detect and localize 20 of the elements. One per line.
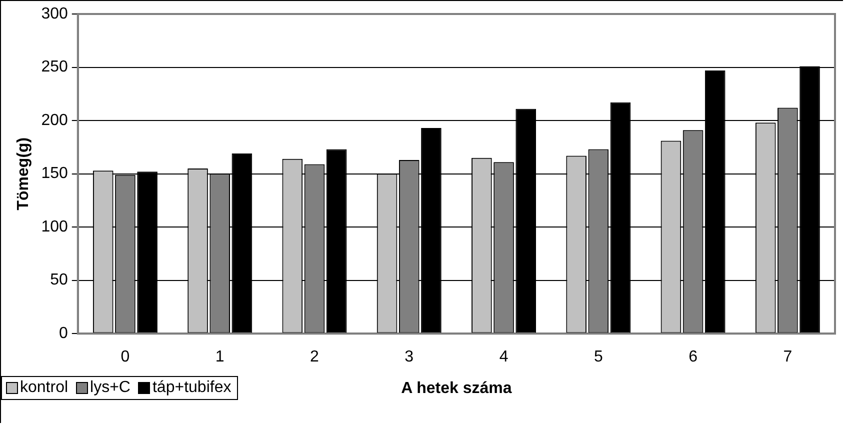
y-axis-title: Tömeg(g): [15, 137, 32, 210]
y-tick-label: 200: [41, 112, 68, 129]
x-tick-label: 2: [310, 348, 320, 366]
x-tick-label: 7: [783, 348, 792, 366]
y-tick-label: 300: [41, 5, 68, 22]
legend-label: lys+C: [90, 379, 130, 397]
y-tick-label: 250: [41, 58, 68, 76]
y-tick-label: 150: [41, 165, 68, 182]
x-tick-label: 4: [499, 348, 508, 366]
y-tick-label: 50: [50, 272, 68, 289]
x-tick-label: 0: [120, 348, 130, 366]
legend-label: táp+tubifex: [152, 379, 232, 397]
x-tick-label: 5: [594, 348, 603, 366]
x-tick-label: 3: [404, 348, 414, 366]
x-axis-title: A hetek száma: [401, 380, 512, 397]
x-tick-label: 6: [688, 348, 698, 366]
y-tick-label: 100: [41, 218, 68, 236]
legend-label: kontrol: [20, 379, 68, 397]
y-tick-label: 0: [58, 325, 68, 342]
x-tick-label: 1: [215, 348, 224, 366]
